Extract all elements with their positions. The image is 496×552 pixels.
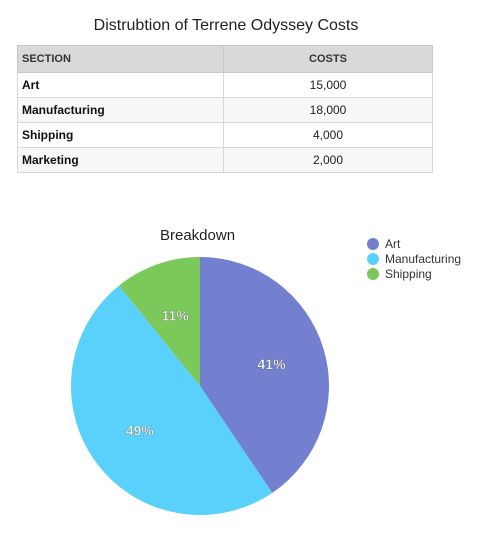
pie-label-art: 41% [258, 356, 287, 372]
chart-legend: Art Manufacturing Shipping [367, 236, 461, 281]
row-cost[interactable]: 2,000 [223, 147, 433, 173]
header-costs[interactable]: COSTS [223, 45, 433, 73]
row-cost[interactable]: 18,000 [223, 97, 433, 123]
legend-swatch [367, 252, 379, 265]
pie-slice-shipping[interactable] [118, 257, 200, 386]
chart-title: Breakdown [160, 227, 236, 244]
legend-item-shipping[interactable]: Shipping [367, 266, 461, 281]
row-cost[interactable]: 4,000 [223, 122, 433, 148]
table-header-row: SECTION COSTS [17, 45, 433, 73]
legend-label: Art [385, 236, 401, 251]
legend-swatch [367, 267, 379, 280]
table-row[interactable]: Manufacturing 18,000 [17, 97, 433, 123]
legend-label: Shipping [385, 266, 432, 281]
table-row[interactable]: Art 15,000 [17, 72, 433, 98]
pie-label-manufacturing: 49% [126, 422, 155, 438]
pie-label-shipping: 11% [161, 307, 189, 323]
pie-slice-art[interactable] [200, 257, 330, 493]
row-section[interactable]: Manufacturing [17, 97, 224, 123]
table-row[interactable]: Marketing 2,000 [17, 147, 433, 173]
pie-slice-manufacturing[interactable] [71, 285, 273, 515]
legend-label: Manufacturing [385, 251, 462, 266]
legend-item-art[interactable]: Art [367, 236, 461, 251]
row-section[interactable]: Marketing [17, 147, 224, 173]
document-title: Distrubtion of Terrene Odyssey Costs [93, 17, 359, 34]
costs-table: SECTION COSTS Art 15,000 Manufacturing 1… [17, 45, 433, 173]
legend-item-manufacturing[interactable]: Manufacturing [367, 251, 461, 266]
legend-swatch [367, 237, 379, 250]
